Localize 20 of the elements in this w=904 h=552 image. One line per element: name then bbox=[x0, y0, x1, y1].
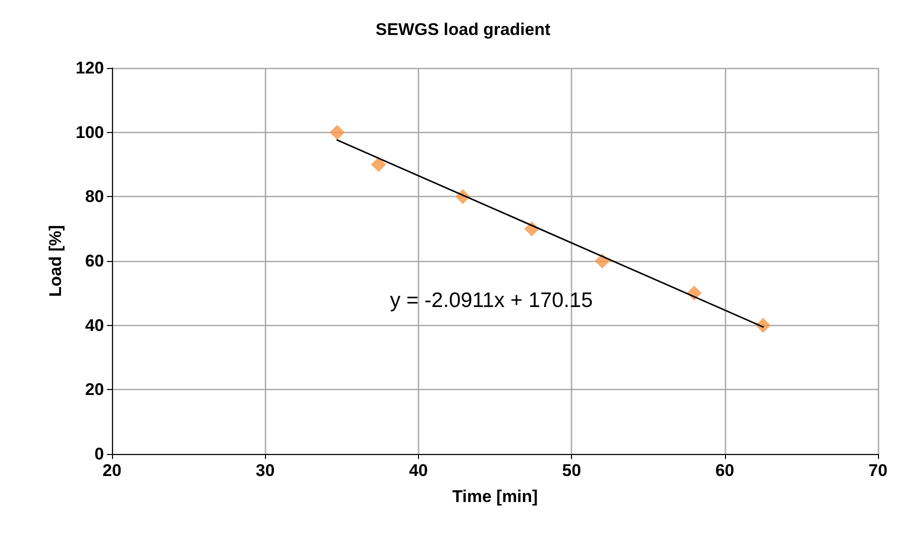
y-tick-label: 60 bbox=[85, 252, 104, 270]
y-tick-label: 120 bbox=[76, 58, 104, 78]
x-tick-label: 70 bbox=[868, 461, 888, 480]
y-axis-title: Load [%] bbox=[46, 225, 65, 297]
x-tick-label: 30 bbox=[256, 461, 275, 480]
point bbox=[371, 157, 386, 172]
x-tick-label: 50 bbox=[562, 461, 582, 480]
chart-title: SEWGS load gradient bbox=[376, 20, 551, 39]
x-axis-title: Time [min] bbox=[452, 487, 538, 506]
point bbox=[330, 124, 345, 140]
y-tick-label: 100 bbox=[76, 122, 104, 142]
annotation: y = -2.0911x + 170.15 bbox=[390, 289, 593, 312]
point bbox=[594, 254, 610, 268]
y-tick-label: 40 bbox=[85, 316, 104, 335]
y-tick-label: 80 bbox=[85, 187, 104, 206]
x-tick-label: 40 bbox=[408, 461, 428, 480]
y-tick-label: 0 bbox=[94, 444, 104, 464]
x-tick-label: 60 bbox=[715, 461, 734, 480]
y-tick-label: 20 bbox=[85, 380, 104, 400]
x-tick-label: 20 bbox=[102, 461, 122, 480]
